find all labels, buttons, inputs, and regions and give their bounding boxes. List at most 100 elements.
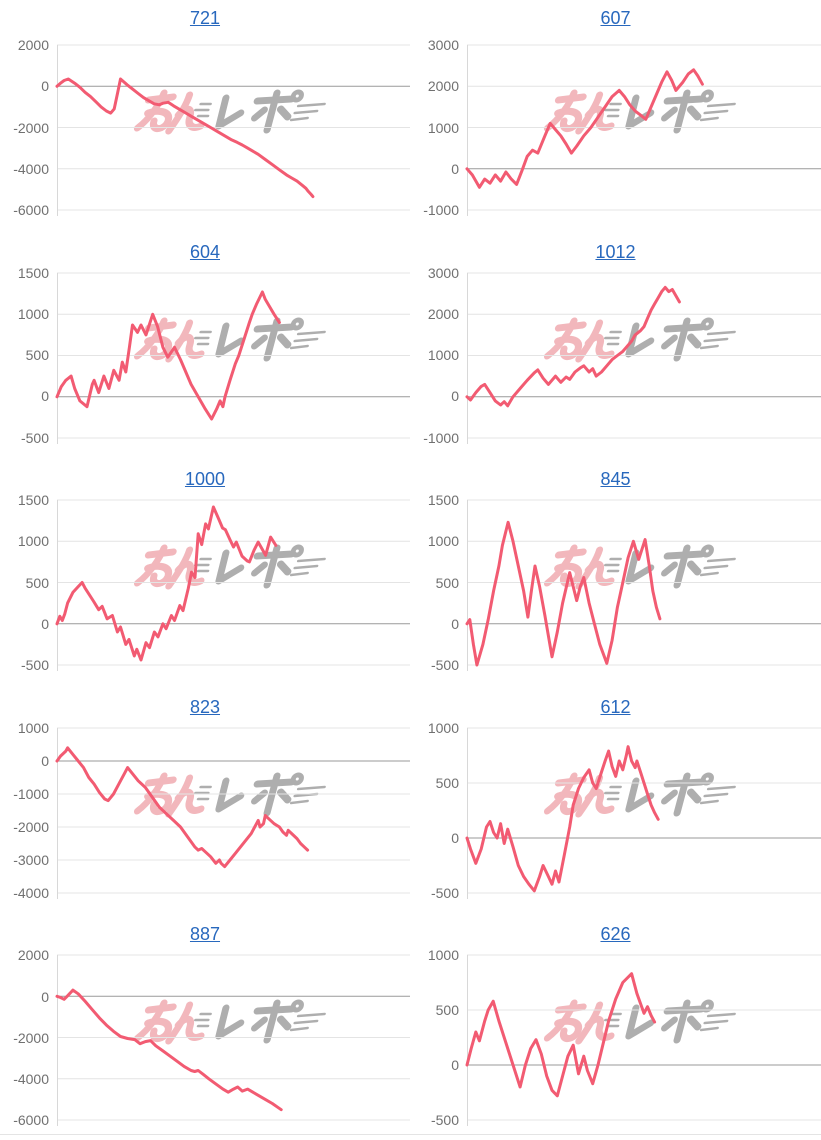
y-tick-label: 3000	[427, 37, 459, 53]
y-tick-label: -6000	[13, 1112, 49, 1129]
y-tick-label: 0	[41, 78, 49, 95]
chart-cell-845: 845	[410, 455, 821, 683]
chart-title-row: 823	[0, 697, 410, 718]
chart-title-link[interactable]: 721	[189, 8, 221, 28]
data-series-line	[55, 746, 310, 868]
y-tick-label: 3000	[427, 264, 459, 281]
y-tick-label: 1000	[427, 119, 459, 136]
chart-title-row: 612	[410, 697, 821, 718]
chart-title-row: 607	[410, 8, 821, 29]
chart-cell-626: 626	[410, 910, 821, 1138]
y-tick-label: -500	[20, 429, 49, 446]
data-series-line	[465, 972, 657, 1098]
chart-title-row: 887	[0, 924, 410, 945]
y-tick-label: 1500	[17, 492, 49, 509]
y-tick-label: 0	[451, 160, 459, 177]
chart-title-row: 1000	[0, 469, 410, 490]
line-chart-plot	[465, 727, 821, 899]
y-tick-label: -3000	[13, 851, 49, 868]
data-series-line	[55, 505, 278, 662]
y-tick-label: -500	[430, 1112, 459, 1129]
line-chart-plot	[465, 499, 821, 672]
y-tick-label: -1000	[423, 429, 459, 446]
y-tick-label: 0	[451, 829, 459, 846]
y-tick-label: 1500	[427, 492, 459, 509]
chart-title-row: 604	[0, 242, 410, 263]
y-tick-label: -2000	[13, 818, 49, 835]
chart-title-row: 721	[0, 8, 410, 29]
y-tick-label: 500	[25, 574, 49, 591]
chart-cell-607: 607	[410, 0, 821, 228]
chart-title-link[interactable]: 1000	[184, 469, 226, 490]
chart-title-link[interactable]: 823	[189, 696, 221, 717]
y-tick-label: 0	[41, 752, 49, 769]
y-tick-label: 0	[451, 388, 459, 405]
chart-cell-604: 604	[0, 228, 410, 456]
y-tick-label: 2000	[427, 78, 459, 95]
line-chart-plot	[465, 272, 821, 444]
y-tick-label: 1000	[427, 533, 459, 550]
data-series-line	[465, 285, 681, 407]
y-tick-label: -1000	[13, 785, 49, 802]
line-chart-plot	[55, 954, 410, 1127]
y-tick-label: -2000	[13, 119, 49, 136]
line-chart-plot	[55, 499, 410, 672]
y-tick-label: 2000	[17, 37, 49, 53]
page-bottom-divider	[0, 1134, 821, 1135]
chart-title-row: 1012	[410, 242, 821, 263]
chart-cell-612: 612	[410, 683, 821, 911]
chart-cell-887: 887	[0, 910, 410, 1138]
data-series-line	[465, 68, 704, 189]
y-tick-label: -4000	[13, 160, 49, 177]
y-tick-label: 1000	[427, 347, 459, 364]
y-tick-label: 1000	[427, 947, 459, 964]
line-chart-plot	[465, 954, 821, 1127]
y-tick-label: 1500	[17, 264, 49, 281]
y-tick-label: -6000	[13, 202, 49, 218]
line-chart-plot	[55, 44, 410, 216]
y-tick-label: 1000	[17, 719, 49, 736]
data-series-line	[465, 744, 660, 893]
y-tick-label: 500	[435, 774, 459, 791]
y-tick-label: 1000	[17, 305, 49, 322]
line-chart-plot	[55, 272, 410, 444]
data-series-line	[55, 988, 283, 1112]
y-tick-label: 1000	[17, 533, 49, 550]
data-series-line	[465, 520, 662, 667]
chart-title-link[interactable]: 604	[189, 241, 221, 262]
y-tick-label: -4000	[13, 1071, 49, 1088]
chart-title-link[interactable]: 612	[600, 696, 631, 717]
y-tick-label: -500	[20, 657, 49, 674]
y-tick-label: 500	[435, 1002, 459, 1019]
y-tick-label: 2000	[17, 947, 49, 964]
chart-cell-1000: 1000	[0, 455, 410, 683]
data-series-line	[55, 77, 315, 199]
chart-cell-721: 721	[0, 0, 410, 228]
y-tick-label: 0	[41, 615, 49, 632]
data-series-line	[55, 290, 281, 421]
chart-title-link[interactable]: 626	[600, 924, 631, 945]
chart-title-link[interactable]: 607	[600, 8, 631, 28]
y-tick-label: -2000	[13, 1029, 49, 1046]
chart-cell-1012: 1012	[410, 228, 821, 456]
line-chart-plot	[55, 727, 410, 899]
y-tick-label: 0	[451, 1057, 459, 1074]
y-tick-label: 500	[435, 574, 459, 591]
y-tick-label: -500	[430, 884, 459, 901]
y-tick-label: 1000	[427, 719, 459, 736]
y-tick-label: 500	[25, 347, 49, 364]
chart-title-link[interactable]: 1012	[595, 241, 636, 262]
chart-title-row: 845	[410, 469, 821, 490]
y-tick-label: 0	[41, 988, 49, 1005]
chart-title-row: 626	[410, 924, 821, 945]
line-chart-plot	[465, 44, 821, 216]
chart-cell-823: 823	[0, 683, 410, 911]
chart-title-link[interactable]: 845	[600, 469, 631, 490]
y-tick-label: -500	[430, 657, 459, 674]
y-tick-label: 2000	[427, 305, 459, 322]
y-tick-label: 0	[451, 615, 459, 632]
chart-title-link[interactable]: 887	[189, 924, 221, 945]
y-tick-label: -1000	[423, 202, 459, 218]
y-tick-label: -4000	[13, 884, 49, 901]
